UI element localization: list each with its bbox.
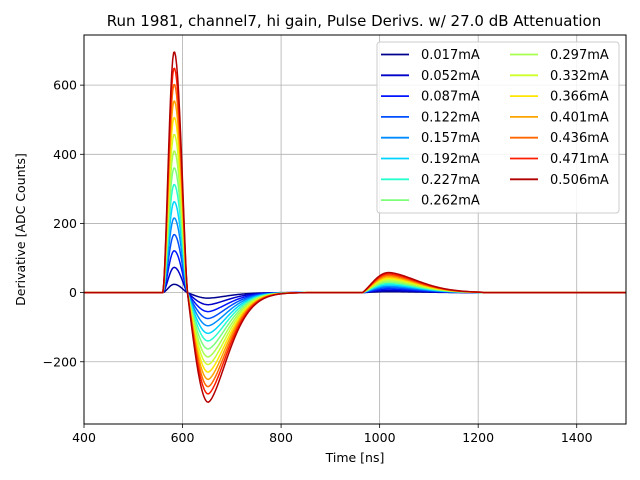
y-tick-label: 400 bbox=[53, 147, 77, 162]
series-lines bbox=[84, 51, 626, 403]
y-tick-label: 200 bbox=[53, 216, 77, 231]
y-tick-label: 600 bbox=[53, 78, 77, 93]
x-tick-label: 1000 bbox=[364, 430, 396, 445]
legend-box bbox=[376, 41, 620, 214]
x-tick-label: 600 bbox=[171, 430, 195, 445]
legend-label: 0.436mA bbox=[550, 131, 609, 146]
legend-label: 0.157mA bbox=[421, 131, 480, 146]
legend-label: 0.262mA bbox=[421, 194, 480, 209]
plot-frame bbox=[83, 34, 627, 425]
legend-label: 0.192mA bbox=[421, 152, 480, 167]
y-tick-label: −200 bbox=[43, 354, 77, 369]
legend-label: 0.227mA bbox=[421, 173, 480, 188]
legend-label: 0.052mA bbox=[421, 69, 480, 84]
axis-ticks: 400 600 800 1000 1200 1400 −200 0 200 400 600 bbox=[43, 78, 593, 445]
legend-label: 0.366mA bbox=[550, 90, 609, 105]
y-tick-label: 0 bbox=[69, 285, 77, 300]
legend-label: 0.297mA bbox=[550, 48, 609, 63]
chart-title: Run 1981, channel7, hi gain, Pulse Deriv… bbox=[107, 12, 601, 30]
y-axis-label: Derivative [ADC Counts] bbox=[13, 153, 28, 306]
legend: 0.017mA 0.052mA 0.087mA 0.122mA 0.157mA 0.192… bbox=[376, 41, 620, 214]
x-axis-label: Time [ns] bbox=[325, 450, 385, 465]
legend-label: 0.017mA bbox=[421, 48, 480, 63]
legend-label: 0.401mA bbox=[550, 110, 609, 125]
series-line bbox=[84, 51, 626, 403]
legend-label: 0.122mA bbox=[421, 110, 480, 125]
legend-label: 0.087mA bbox=[421, 90, 480, 105]
x-tick-label: 1400 bbox=[561, 430, 593, 445]
x-tick-label: 1200 bbox=[462, 430, 494, 445]
x-tick-label: 400 bbox=[72, 430, 96, 445]
x-tick-label: 800 bbox=[269, 430, 293, 445]
legend-label: 0.332mA bbox=[550, 69, 609, 84]
legend-label: 0.471mA bbox=[550, 152, 609, 167]
legend-label: 0.506mA bbox=[550, 173, 609, 188]
